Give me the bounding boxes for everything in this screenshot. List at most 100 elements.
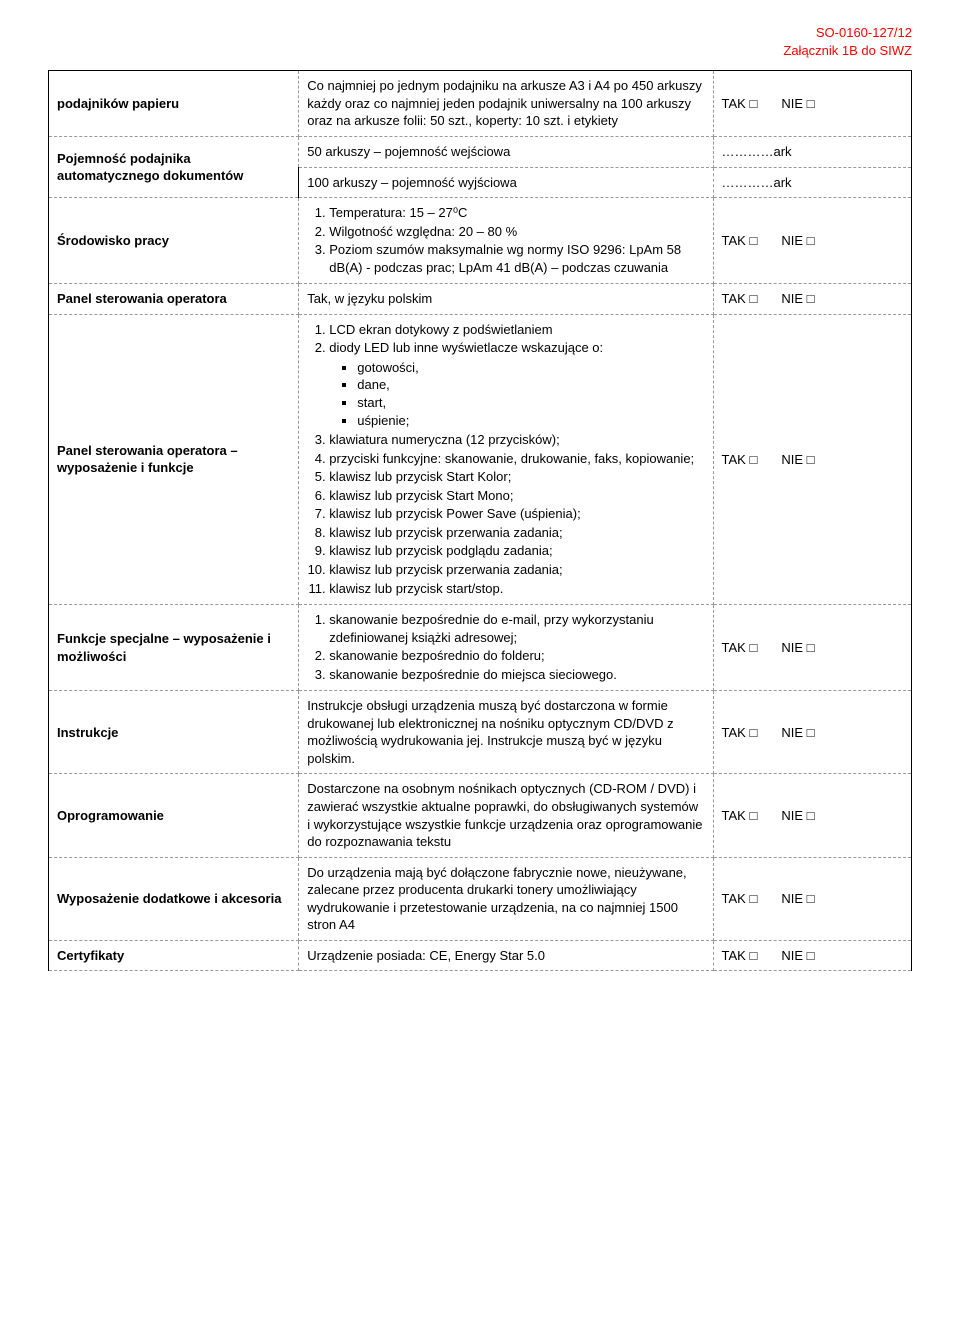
list-item: LCD ekran dotykowy z podświetlaniem xyxy=(329,321,704,339)
tak-label: TAK xyxy=(722,95,746,113)
table-row: Funkcje specjalne – wyposażenie i możliw… xyxy=(49,605,912,691)
row-description: Dostarczone na osobnym nośnikach optyczn… xyxy=(299,774,713,857)
row-value: TAK □NIE □ xyxy=(713,71,912,137)
list-item: Poziom szumów maksymalnie wg normy ISO 9… xyxy=(329,241,704,276)
table-row: Panel sterowania operatora – wyposażenie… xyxy=(49,314,912,604)
nie-label: NIE xyxy=(781,451,803,469)
row-label: Instrukcje xyxy=(49,691,299,774)
tak-label: TAK xyxy=(722,232,746,250)
checkbox-icon[interactable]: □ xyxy=(807,890,815,908)
checkbox-icon[interactable]: □ xyxy=(749,890,757,908)
sub-list: gotowości, dane, start, uśpienie; xyxy=(357,359,704,429)
row-value: TAK □NIE □ xyxy=(713,940,912,971)
checkbox-icon[interactable]: □ xyxy=(807,724,815,742)
checkbox-icon[interactable]: □ xyxy=(807,807,815,825)
checkbox-icon[interactable]: □ xyxy=(749,451,757,469)
checkbox-icon[interactable]: □ xyxy=(749,232,757,250)
ordered-list: Temperatura: 15 – 27⁰C Wilgotność względ… xyxy=(307,204,704,276)
checkbox-icon[interactable]: □ xyxy=(749,807,757,825)
checkbox-icon[interactable]: □ xyxy=(807,290,815,308)
table-row: Wyposażenie dodatkowe i akcesoria Do urz… xyxy=(49,857,912,940)
list-item: klawisz lub przycisk Power Save (uśpieni… xyxy=(329,505,704,523)
tak-label: TAK xyxy=(722,890,746,908)
checkbox-icon[interactable]: □ xyxy=(749,639,757,657)
checkbox-icon[interactable]: □ xyxy=(749,724,757,742)
list-item: Wilgotność względna: 20 – 80 % xyxy=(329,223,704,241)
row-label: Panel sterowania operatora – wyposażenie… xyxy=(49,314,299,604)
checkbox-icon[interactable]: □ xyxy=(807,947,815,965)
tak-label: TAK xyxy=(722,724,746,742)
checkbox-icon[interactable]: □ xyxy=(807,95,815,113)
row-description: LCD ekran dotykowy z podświetlaniem diod… xyxy=(299,314,713,604)
tak-label: TAK xyxy=(722,947,746,965)
row-value: TAK □NIE □ xyxy=(713,774,912,857)
row-label: Oprogramowanie xyxy=(49,774,299,857)
table-row: Panel sterowania operatora Tak, w języku… xyxy=(49,284,912,315)
list-item: klawisz lub przycisk start/stop. xyxy=(329,580,704,598)
list-item: diody LED lub inne wyświetlacze wskazują… xyxy=(329,339,704,429)
row-value: TAK □NIE □ xyxy=(713,857,912,940)
row-label: Środowisko pracy xyxy=(49,198,299,284)
tak-label: TAK xyxy=(722,807,746,825)
attachment-line: Załącznik 1B do SIWZ xyxy=(48,42,912,60)
tak-label: TAK xyxy=(722,290,746,308)
row-label: podajników papieru xyxy=(49,71,299,137)
row-label: Certyfikaty xyxy=(49,940,299,971)
row-description: skanowanie bezpośrednie do e-mail, przy … xyxy=(299,605,713,691)
table-row: Oprogramowanie Dostarczone na osobnym no… xyxy=(49,774,912,857)
document-header: SO-0160-127/12 Załącznik 1B do SIWZ xyxy=(48,24,912,60)
page: SO-0160-127/12 Załącznik 1B do SIWZ poda… xyxy=(0,0,960,1011)
nie-label: NIE xyxy=(781,947,803,965)
list-item: skanowanie bezpośrednie do e-mail, przy … xyxy=(329,611,704,646)
list-item: klawisz lub przycisk przerwania zadania; xyxy=(329,524,704,542)
list-item: klawiatura numeryczna (12 przycisków); xyxy=(329,431,704,449)
checkbox-icon[interactable]: □ xyxy=(749,947,757,965)
row-value: TAK □NIE □ xyxy=(713,691,912,774)
list-item: klawisz lub przycisk przerwania zadania; xyxy=(329,561,704,579)
list-item: skanowanie bezpośrednie do miejsca sieci… xyxy=(329,666,704,684)
row-value: …………ark xyxy=(713,167,912,198)
tak-label: TAK xyxy=(722,451,746,469)
row-description: Tak, w języku polskim xyxy=(299,284,713,315)
list-item-text: diody LED lub inne wyświetlacze wskazują… xyxy=(329,340,603,355)
row-label: Wyposażenie dodatkowe i akcesoria xyxy=(49,857,299,940)
list-item: klawisz lub przycisk Start Mono; xyxy=(329,487,704,505)
nie-label: NIE xyxy=(781,290,803,308)
spec-table: podajników papieru Co najmniej po jednym… xyxy=(48,70,912,971)
row-label: Pojemność podajnika automatycznego dokum… xyxy=(49,137,299,198)
ordered-list: LCD ekran dotykowy z podświetlaniem diod… xyxy=(307,321,704,597)
nie-label: NIE xyxy=(781,724,803,742)
row-description: Urządzenie posiada: CE, Energy Star 5.0 xyxy=(299,940,713,971)
doc-number: SO-0160-127/12 xyxy=(48,24,912,42)
checkbox-icon[interactable]: □ xyxy=(807,451,815,469)
list-item: start, xyxy=(357,394,704,412)
list-item: Temperatura: 15 – 27⁰C xyxy=(329,204,704,222)
row-description: 50 arkuszy – pojemność wejściowa xyxy=(299,137,713,168)
row-description: 100 arkuszy – pojemność wyjściowa xyxy=(299,167,713,198)
nie-label: NIE xyxy=(781,232,803,250)
table-row: Certyfikaty Urządzenie posiada: CE, Ener… xyxy=(49,940,912,971)
row-description: Co najmniej po jednym podajniku na arkus… xyxy=(299,71,713,137)
list-item: dane, xyxy=(357,376,704,394)
checkbox-icon[interactable]: □ xyxy=(749,290,757,308)
list-item: przyciski funkcyjne: skanowanie, drukowa… xyxy=(329,450,704,468)
row-description: Temperatura: 15 – 27⁰C Wilgotność względ… xyxy=(299,198,713,284)
row-value: …………ark xyxy=(713,137,912,168)
row-value: TAK □NIE □ xyxy=(713,284,912,315)
row-value: TAK □NIE □ xyxy=(713,314,912,604)
checkbox-icon[interactable]: □ xyxy=(807,639,815,657)
checkbox-icon[interactable]: □ xyxy=(749,95,757,113)
row-value: TAK □NIE □ xyxy=(713,605,912,691)
list-item: skanowanie bezpośrednio do folderu; xyxy=(329,647,704,665)
table-row: podajników papieru Co najmniej po jednym… xyxy=(49,71,912,137)
table-row: Pojemność podajnika automatycznego dokum… xyxy=(49,137,912,168)
ordered-list: skanowanie bezpośrednie do e-mail, przy … xyxy=(307,611,704,683)
row-value: TAK □NIE □ xyxy=(713,198,912,284)
nie-label: NIE xyxy=(781,890,803,908)
checkbox-icon[interactable]: □ xyxy=(807,232,815,250)
list-item: klawisz lub przycisk podglądu zadania; xyxy=(329,542,704,560)
row-label: Funkcje specjalne – wyposażenie i możliw… xyxy=(49,605,299,691)
list-item: gotowości, xyxy=(357,359,704,377)
row-description: Do urządzenia mają być dołączone fabrycz… xyxy=(299,857,713,940)
list-item: klawisz lub przycisk Start Kolor; xyxy=(329,468,704,486)
